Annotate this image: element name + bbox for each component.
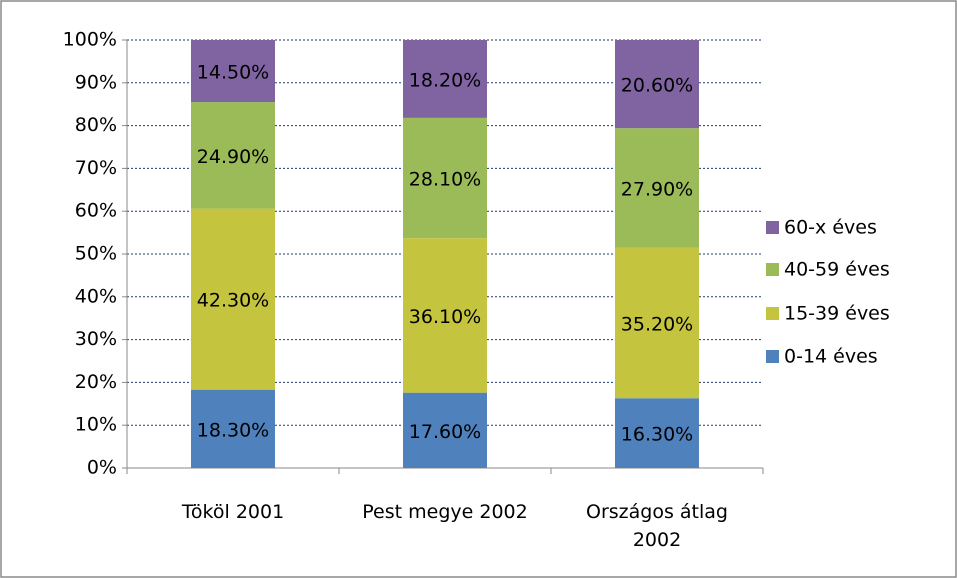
legend-swatch	[766, 307, 779, 320]
y-tick-label: 90%	[75, 71, 117, 93]
bar-segment	[403, 392, 487, 468]
bar-segment	[615, 247, 699, 399]
y-tick-label: 80%	[75, 114, 117, 136]
data-label: 27.90%	[621, 178, 693, 200]
legend-swatch	[766, 263, 779, 276]
legend-swatch	[766, 350, 779, 363]
bar-segment	[403, 117, 487, 239]
bar-segment	[615, 398, 699, 468]
y-tick-label: 100%	[63, 29, 117, 51]
legend-label: 15-39 éves	[784, 303, 890, 325]
y-tick-label: 0%	[87, 457, 117, 479]
bar-segment	[191, 40, 275, 103]
data-label: 17.60%	[409, 421, 481, 443]
data-label: 24.90%	[197, 146, 269, 168]
legend-label: 40-59 éves	[784, 259, 890, 281]
x-tick-label: Pest megye 2002	[362, 501, 528, 523]
bar-segment	[403, 238, 487, 393]
x-tick-label: Országos átlag 2002	[586, 501, 728, 551]
bar-segment	[403, 40, 487, 118]
y-tick-label: 60%	[75, 200, 117, 222]
y-tick-label: 50%	[75, 243, 117, 265]
data-label: 42.30%	[197, 290, 269, 312]
y-tick-label: 70%	[75, 157, 117, 179]
data-label: 35.20%	[621, 313, 693, 335]
bar-segment	[191, 102, 275, 209]
data-label: 14.50%	[197, 62, 269, 84]
data-label: 18.30%	[197, 419, 269, 441]
bar-segment	[615, 40, 699, 129]
legend-label: 60-x éves	[784, 217, 877, 239]
legend-label: 0-14 éves	[784, 346, 878, 368]
legend-swatch	[766, 221, 779, 234]
data-label: 36.10%	[409, 306, 481, 328]
data-label: 18.20%	[409, 69, 481, 91]
y-tick-label: 10%	[75, 414, 117, 436]
data-label: 16.30%	[621, 424, 693, 446]
bar-segment	[191, 389, 275, 468]
bar-segment	[191, 208, 275, 390]
y-tick-label: 40%	[75, 285, 117, 307]
bar-segment	[615, 128, 699, 248]
data-label: 20.60%	[621, 75, 693, 97]
data-label: 28.10%	[409, 169, 481, 191]
y-tick-label: 20%	[75, 371, 117, 393]
x-tick-label: Tököl 2001	[181, 501, 285, 523]
y-tick-label: 30%	[75, 328, 117, 350]
